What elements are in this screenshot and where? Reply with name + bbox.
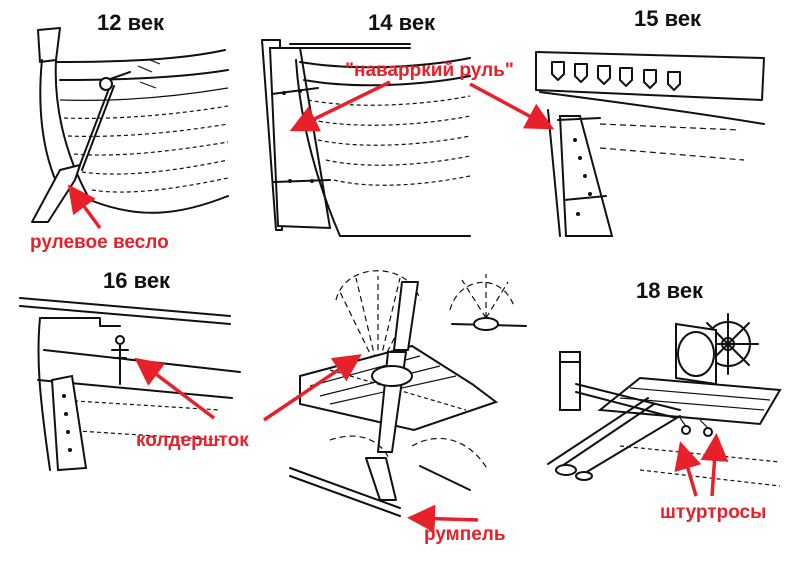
arrow-whipstaff-left <box>134 357 216 420</box>
arrow-steering-oar <box>67 184 102 230</box>
label-tiller-ropes: штуртросы <box>660 502 766 523</box>
ship-hull-12 <box>37 27 229 214</box>
ship-hull-14 <box>261 39 471 237</box>
callout-navarre-rudder: "наварркий руль" <box>289 60 555 132</box>
panel-title-18: 18 век <box>636 278 704 303</box>
panel-14th-century: 14 век <box>261 10 471 237</box>
callout-tiller-ropes: штуртросы <box>660 433 766 523</box>
arrow-tiller-ropes-left <box>674 441 702 497</box>
ship-hull-15 <box>535 51 765 237</box>
panel-18th-century: 18 век <box>547 278 782 487</box>
panel-title-14: 14 век <box>368 10 436 35</box>
panel-title-15: 15 век <box>634 6 702 31</box>
panel-title-16: 16 век <box>103 268 171 293</box>
label-navarre-rudder: "наварркий руль" <box>345 60 514 81</box>
steering-oar-12 <box>31 59 161 223</box>
callout-steering-oar: рулевое весло <box>30 184 169 253</box>
label-steering-oar: рулевое весло <box>30 232 169 253</box>
panel-15th-century: 15 век <box>535 6 765 237</box>
label-whipstaff: колдершток <box>136 430 249 451</box>
callout-tiller: румпель <box>407 504 506 545</box>
panel-12th-century: 12 век <box>31 10 229 223</box>
ship-wheel-18 <box>547 313 782 487</box>
arrow-tiller <box>407 504 479 533</box>
arrow-navarre-rudder-left <box>289 80 391 132</box>
whipstaff-mechanism <box>289 270 527 517</box>
panel-title-12: 12 век <box>97 10 165 35</box>
callout-whipstaff: колдершток <box>134 354 362 451</box>
label-tiller: румпель <box>424 524 506 545</box>
arrow-tiller-ropes-right <box>700 433 729 497</box>
arrow-navarre-rudder-right <box>469 82 555 130</box>
arrow-whipstaff-right <box>263 354 362 422</box>
